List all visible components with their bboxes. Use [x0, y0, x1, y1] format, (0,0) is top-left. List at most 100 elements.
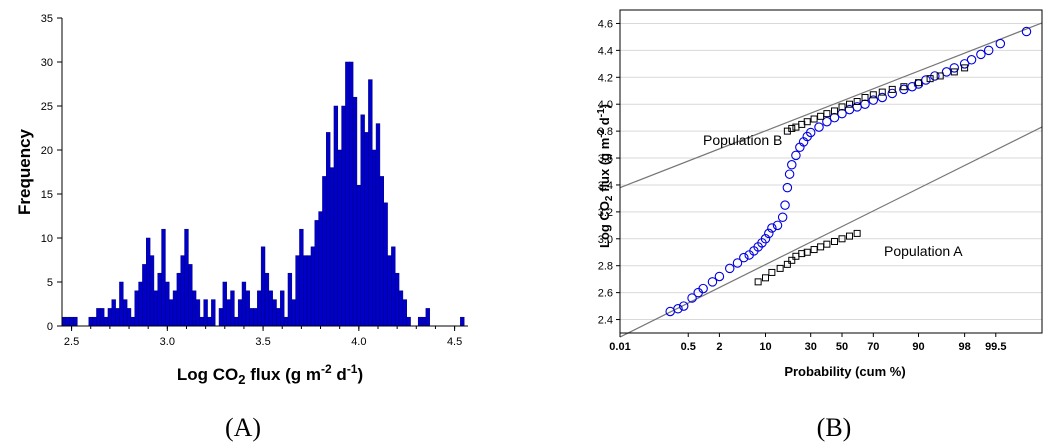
probability-plot-y-tick-label: 3.4 [598, 180, 613, 192]
histogram-x-tick-label: 4.5 [447, 336, 462, 348]
histogram-bar [203, 299, 208, 327]
histogram-bar [161, 228, 166, 327]
histogram-bar [371, 149, 377, 327]
probability-plot-point-black [803, 248, 811, 256]
probability-plot-point-blue [739, 252, 749, 263]
probability-plot-point-black [754, 278, 762, 286]
probability-plot-point-black [768, 268, 776, 276]
histogram-bar [291, 299, 296, 327]
probability-plot-point-blue [714, 271, 725, 282]
histogram-bar [253, 308, 258, 327]
histogram-bar [276, 308, 281, 327]
probability-plot-point-blue [687, 293, 697, 303]
probability-plot-x-tick-label: 0.5 [681, 341, 696, 353]
histogram-y-tick-label: 10 [41, 233, 53, 245]
probability-plot-x-tick-label: 50 [836, 341, 848, 353]
probability-plot-y-tick-label: 3.2 [598, 207, 613, 219]
probability-plot-point-blue [791, 150, 801, 161]
histogram-bar [103, 316, 109, 327]
probability-plot-y-tick-label: 3.8 [598, 126, 613, 138]
probability-plot-x-tick-label: 98 [958, 341, 970, 353]
histogram-bar [73, 316, 78, 327]
histogram-bar [333, 105, 339, 327]
histogram-bar [172, 290, 178, 327]
probability-plot-point-black [861, 93, 869, 101]
probability-plot-point-blue [868, 95, 879, 105]
probability-plot-x-tick-label: 2 [716, 341, 722, 353]
histogram-bar [119, 281, 124, 327]
probability-plot-point-black [823, 240, 831, 248]
histogram-bar [460, 316, 465, 327]
histogram-bar [191, 290, 197, 327]
histogram-bar [425, 308, 430, 327]
histogram-bar [130, 316, 136, 327]
histogram-bar [352, 96, 358, 327]
histogram-bar [123, 299, 128, 327]
histogram-x-tick-label: 3.0 [160, 336, 175, 348]
probability-plot-point-black [926, 75, 934, 83]
histogram-bar [280, 290, 285, 327]
histogram-bar [417, 316, 423, 327]
histogram-y-tick-label: 5 [47, 277, 53, 289]
histogram-bar [314, 220, 319, 327]
histogram-bar [134, 290, 139, 327]
histogram-x-tick-label: 2.5 [64, 336, 79, 348]
probability-plot-point-blue [732, 258, 743, 268]
probability-plot-point-black [762, 274, 770, 282]
probability-plot-y-tick-label: 3.6 [598, 153, 613, 165]
histogram-bar [356, 184, 362, 327]
probability-plot-point-black [798, 250, 806, 258]
histogram-bar [138, 281, 143, 327]
probability-plot-point-black [846, 100, 854, 108]
probability-plot-point-black [783, 260, 791, 268]
probability-plot-point-blue [760, 234, 771, 244]
probability-plot-point-blue [678, 301, 689, 311]
histogram-bar [360, 114, 365, 327]
histogram-bars [61, 61, 465, 327]
histogram-bar [226, 299, 231, 327]
probability-plot-point-black [792, 252, 800, 260]
histogram-bar [398, 290, 404, 327]
probability-plot-point-blue [767, 223, 777, 233]
probability-plot-point-black [823, 110, 831, 118]
probability-plot-point-black [878, 88, 886, 96]
probability-plot-point-black [838, 235, 846, 243]
probability-plot-point-black [853, 98, 861, 106]
probability-plot-point-black [810, 115, 818, 123]
probability-plot-point-blue [899, 84, 909, 95]
probability-plot-point-blue [764, 228, 774, 239]
histogram-bar [394, 272, 400, 327]
probability-plot-point-black [831, 237, 839, 245]
probability-plot-point-blue [707, 277, 718, 287]
probability-plot-y-tick-label: 3.0 [598, 234, 613, 246]
histogram-bar [180, 255, 185, 327]
histogram-bar [88, 316, 93, 327]
histogram-bar [92, 316, 97, 327]
probability-plot-y-tick-label: 4.4 [598, 45, 613, 57]
panel-label-b: (B) [817, 413, 852, 442]
histogram-bar [310, 246, 316, 327]
histogram-bar [379, 176, 384, 327]
histogram-bar [142, 264, 147, 327]
probability-plot-point-blue [805, 127, 816, 138]
histogram-bar [306, 255, 312, 327]
histogram-chart: 2.5 3.0 3.5 4.0 4.5 0 5 10 15 20 25 30 35 Frequency… [15, 13, 468, 442]
probability-plot-x-tick-label: 0.01 [609, 341, 630, 353]
histogram-x-axis-label: Log CO2 flux (g m-2 d-1) [177, 362, 363, 387]
probability-plot-point-black [961, 64, 969, 72]
histogram-bar [368, 79, 373, 327]
probability-plot-y-tick-label: 2.6 [598, 288, 613, 300]
histogram-bar [268, 290, 273, 327]
probability-plot-point-blue [1021, 26, 1032, 37]
probability-plot-point-blue [673, 304, 683, 314]
histogram-bar [100, 308, 105, 327]
panel-label-a: (A) [225, 413, 261, 442]
histogram-y-tick-label: 35 [41, 13, 53, 25]
histogram-bar [364, 132, 369, 327]
histogram-bar [349, 61, 354, 327]
histogram-y-tick-label: 30 [41, 57, 53, 69]
histogram-bar [115, 308, 120, 327]
probability-plot-y-ticks: 2.4 2.6 2.8 3.0 3.2 3.4 3.6 3.8 4.0 4.2 4.4 4.6 [598, 18, 620, 327]
histogram-bar [329, 167, 335, 327]
